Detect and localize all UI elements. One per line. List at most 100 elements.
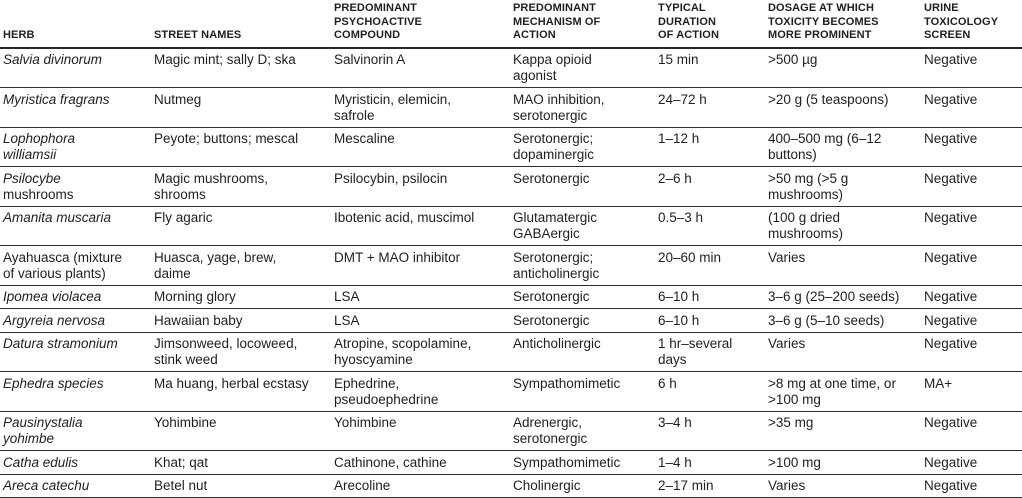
- herb-scientific-name: Psilocybe: [3, 170, 61, 186]
- column-header-herb: HERB: [0, 0, 154, 49]
- cell-mechanism: Glutamatergic GABAergic: [513, 206, 658, 246]
- cell-duration: 1–12 h: [658, 127, 768, 167]
- cell-duration: 1–4 h: [658, 450, 768, 475]
- cell-compound: DMT + MAO inhibitor: [334, 245, 513, 286]
- cell-street_names: Betel nut: [154, 474, 334, 498]
- cell-dosage: >100 mg: [768, 450, 924, 475]
- cell-dosage: 3–6 g (25–200 seeds): [768, 285, 924, 309]
- table-row: Ipomea violacea Morning glory LSA Serotoner…: [0, 285, 1022, 309]
- cell-duration: 6 h: [658, 371, 768, 412]
- herb-scientific-name: Amanita muscaria: [3, 210, 112, 225]
- cell-street_names: Huasca, yage, brew, daime: [154, 245, 334, 286]
- cell-street_names: Magic mint; sally D; ska: [154, 47, 334, 88]
- herb-common-name: Ayahuasca (mixture of various plants): [3, 249, 123, 281]
- herb-scientific-name: Areca catechu: [3, 478, 90, 493]
- cell-dosage: (100 g dried mushrooms): [768, 206, 924, 246]
- cell-herb: Ipomea violacea: [0, 285, 154, 309]
- cell-mechanism: Adrenergic, serotonergic: [513, 411, 658, 451]
- cell-compound: Ibotenic acid, muscimol: [334, 206, 513, 246]
- herb-scientific-name: Argyreia nervosa: [3, 312, 106, 328]
- table-row: Catha edulis Khat; qat Cathinone, cathine S…: [0, 450, 1022, 475]
- herb-scientific-name: Catha edulis: [3, 454, 79, 470]
- cell-compound: Myristicin, elemicin, safrole: [334, 87, 513, 128]
- cell-urine: Negative: [924, 411, 1022, 451]
- cell-urine: Negative: [924, 245, 1022, 286]
- cell-street_names: Yohimbine: [154, 411, 334, 451]
- cell-mechanism: MAO inhibition, serotonergic: [513, 87, 658, 128]
- cell-urine: Negative: [924, 450, 1022, 475]
- cell-street_names: Nutmeg: [154, 87, 334, 128]
- cell-dosage: >8 mg at one time, or >100 mg: [768, 371, 924, 412]
- herb-scientific-name: Lophophora williamsii: [3, 131, 76, 162]
- cell-duration: 6–10 h: [658, 285, 768, 309]
- cell-street_names: Hawaiian baby: [154, 308, 334, 333]
- cell-duration: 6–10 h: [658, 308, 768, 333]
- table-row: Argyreia nervosa Hawaiian baby LSA Serotone…: [0, 308, 1022, 333]
- herb-common-name: mushrooms: [3, 186, 74, 202]
- cell-herb: Psilocybe mushrooms: [0, 166, 154, 207]
- cell-herb: Catha edulis: [0, 450, 154, 475]
- cell-compound: Ephedrine, pseudoephedrine: [334, 371, 513, 412]
- cell-dosage: 3–6 g (5–10 seeds): [768, 308, 924, 333]
- cell-urine: Negative: [924, 206, 1022, 246]
- cell-duration: 15 min: [658, 47, 768, 88]
- cell-dosage: >35 mg: [768, 411, 924, 451]
- cell-urine: Negative: [924, 166, 1022, 207]
- cell-herb: Datura stramonium: [0, 332, 154, 372]
- cell-herb: Ayahuasca (mixture of various plants): [0, 245, 154, 286]
- column-header-urine: URINE TOXICOLOGY SCREEN: [924, 0, 1022, 49]
- cell-herb: Ephedra species: [0, 371, 154, 412]
- cell-urine: Negative: [924, 474, 1022, 498]
- herb-scientific-name: Ipomea violacea: [3, 289, 102, 304]
- cell-urine: Negative: [924, 308, 1022, 333]
- cell-herb: Pausinystalia yohimbe: [0, 411, 154, 451]
- cell-mechanism: Serotonergic: [513, 285, 658, 309]
- cell-herb: Myristica fragrans: [0, 87, 154, 128]
- cell-urine: Negative: [924, 87, 1022, 128]
- cell-mechanism: Serotonergic: [513, 166, 658, 207]
- column-header-mechanism: PREDOMINANT MECHANISM OF ACTION: [513, 0, 658, 49]
- cell-mechanism: Sympathomimetic: [513, 450, 658, 475]
- cell-compound: Psilocybin, psilocin: [334, 166, 513, 207]
- cell-urine: Negative: [924, 47, 1022, 88]
- cell-mechanism: Serotonergic; anticholinergic: [513, 245, 658, 286]
- cell-street_names: Morning glory: [154, 285, 334, 309]
- cell-mechanism: Sympathomimetic: [513, 371, 658, 412]
- cell-mechanism: Cholinergic: [513, 474, 658, 498]
- cell-mechanism: Anticholinergic: [513, 332, 658, 372]
- cell-mechanism: Serotonergic: [513, 308, 658, 333]
- cell-duration: 2–6 h: [658, 166, 768, 207]
- cell-street_names: Fly agaric: [154, 206, 334, 246]
- cell-street_names: Khat; qat: [154, 450, 334, 475]
- table-body: Salvia divinorum Magic mint; sally D; ska…: [0, 47, 1022, 498]
- cell-street_names: Ma huang, herbal ecstasy: [154, 371, 334, 412]
- column-header-duration: TYPICAL DURATION OF ACTION: [658, 0, 768, 49]
- cell-duration: 0.5–3 h: [658, 206, 768, 246]
- herb-scientific-name: Salvia divinorum: [3, 52, 103, 67]
- cell-urine: MA+: [924, 371, 1022, 412]
- cell-compound: Mescaline: [334, 127, 513, 167]
- cell-compound: Cathinone, cathine: [334, 450, 513, 475]
- table-row: Areca catechu Betel nut Arecoline Cholinerg…: [0, 474, 1022, 498]
- cell-compound: Arecoline: [334, 474, 513, 498]
- cell-urine: Negative: [924, 127, 1022, 167]
- table-row: Ayahuasca (mixture of various plants) Hua…: [0, 245, 1022, 286]
- cell-compound: Yohimbine: [334, 411, 513, 451]
- table-row: Amanita muscaria Fly agaric Ibotenic acid,…: [0, 206, 1022, 246]
- column-header-street_names: STREET NAMES: [154, 0, 334, 49]
- header-row: HERB STREET NAMES PREDOMINANT PSYCHOACTIVE…: [0, 0, 1022, 49]
- cell-herb: Argyreia nervosa: [0, 308, 154, 333]
- cell-duration: 1 hr–several days: [658, 332, 768, 372]
- cell-duration: 3–4 h: [658, 411, 768, 451]
- column-header-dosage: DOSAGE AT WHICH TOXICITY BECOMES MORE PR…: [768, 0, 924, 49]
- cell-compound: LSA: [334, 285, 513, 309]
- cell-urine: Negative: [924, 285, 1022, 309]
- table-row: Psilocybe mushrooms Magic mushrooms, shro…: [0, 166, 1022, 207]
- table-row: Salvia divinorum Magic mint; sally D; ska…: [0, 47, 1022, 88]
- cell-dosage: >50 mg (>5 g mushrooms): [768, 166, 924, 207]
- cell-street_names: Magic mushrooms, shrooms: [154, 166, 334, 207]
- cell-herb: Lophophora williamsii: [0, 127, 154, 167]
- cell-dosage: >500 µg: [768, 47, 924, 88]
